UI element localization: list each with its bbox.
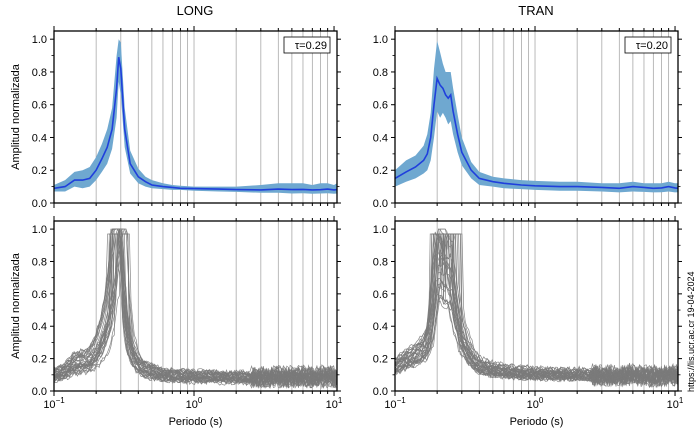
trace-long-traces-32	[54, 228, 337, 383]
column-title-long: LONG	[177, 3, 214, 18]
ytick-label: 0.8	[373, 67, 388, 79]
xtick-label: 10−1	[43, 396, 65, 411]
panel-tran-mean: 0.0 0.2 0.4 0.6 0.8 1.0 τ=0.20	[373, 26, 682, 210]
xaxis-label: Periodo (s)	[510, 416, 564, 428]
std-band-long-mean	[54, 39, 337, 194]
yaxis-label: Amplitud normalizada	[10, 63, 22, 170]
ytick-label: 0.8	[373, 256, 388, 268]
ytick-label: 1.0	[32, 34, 47, 46]
ytick-label: 0.2	[32, 354, 47, 366]
xtick-label: 10−1	[384, 396, 406, 411]
xtick-label: 101	[326, 396, 343, 411]
tau-box	[283, 36, 331, 54]
column-title-tran: TRAN	[518, 3, 553, 18]
ytick-label: 0.4	[32, 132, 47, 144]
ytick-label: 0.0	[373, 198, 388, 210]
xtick-label-base: 10	[384, 399, 396, 411]
ytick-label: 0.2	[373, 165, 388, 177]
trace-long-traces-31	[54, 228, 337, 385]
ytick-label: 0.4	[32, 321, 47, 333]
ytick-label: 0.6	[32, 100, 47, 112]
ytick-label: 1.0	[373, 34, 388, 46]
ytick-label: 0.2	[373, 354, 388, 366]
frame-long-traces	[53, 220, 338, 392]
xaxis-label: Periodo (s)	[169, 416, 223, 428]
xtick-label-exponent: −1	[397, 396, 407, 405]
xtick-label: 101	[667, 396, 684, 411]
grid-long-mean	[95, 31, 329, 203]
ytick-label: 0.8	[32, 67, 47, 79]
frame-long-mean	[53, 30, 338, 204]
xtick-label: 100	[527, 396, 544, 411]
xtick-label-base: 10	[667, 399, 679, 411]
plot-area-long-traces	[54, 228, 337, 390]
xtick-label-base: 10	[527, 399, 539, 411]
ytick-label: 0.4	[373, 321, 388, 333]
tau-box	[624, 36, 672, 54]
mean-line-tran-mean	[395, 75, 678, 190]
tau-label: τ=0.20	[636, 40, 668, 52]
xtick-label-exponent: 1	[338, 396, 343, 405]
ytick-label: 1.0	[373, 224, 388, 236]
xtick-label-exponent: 0	[198, 396, 203, 405]
xtick-label-exponent: −1	[56, 396, 66, 405]
ytick-label: 0.8	[32, 256, 47, 268]
xtick-label-base: 10	[186, 399, 198, 411]
mean-line-long-mean	[54, 57, 337, 191]
xtick-label-exponent: 0	[539, 396, 544, 405]
frame-tran-mean	[394, 30, 679, 204]
plot-area-long-mean	[54, 39, 337, 194]
xtick-label-base: 10	[43, 399, 55, 411]
ytick-label: 0.0	[32, 198, 47, 210]
grid-tran-mean	[436, 31, 670, 203]
xtick-label-base: 10	[326, 399, 338, 411]
credit-url-date: https://lis.ucr.ac.cr 19-04-2024	[686, 271, 696, 392]
ytick-label: 0.2	[32, 165, 47, 177]
ytick-label: 0.0	[32, 386, 47, 398]
xtick-label: 100	[186, 396, 203, 411]
ytick-label: 0.6	[32, 289, 47, 301]
ytick-label: 1.0	[32, 224, 47, 236]
ytick-label: 0.0	[373, 386, 388, 398]
trace-tran-traces-32	[395, 233, 678, 383]
trace-long-traces-26	[54, 233, 337, 387]
plot-area-tran-mean	[395, 40, 678, 193]
panel-long-mean: 0.0 0.2 0.4 0.6 0.8 1.0 Amplitud normalizada τ=…	[10, 26, 341, 210]
trace-long-traces-30	[54, 228, 337, 381]
grid-long-traces	[95, 221, 329, 391]
yaxis-label: Amplitud normalizada	[10, 252, 22, 359]
ytick-label: 0.6	[373, 100, 388, 112]
ytick-label: 0.6	[373, 289, 388, 301]
xtick-label-exponent: 1	[679, 396, 684, 405]
ytick-label: 0.4	[373, 132, 388, 144]
plot-area-tran-traces	[395, 228, 678, 389]
tau-label: τ=0.29	[295, 40, 327, 52]
frame-tran-traces	[394, 220, 679, 392]
trace-tran-traces-30	[395, 228, 678, 379]
std-band-tran-mean	[395, 40, 678, 193]
